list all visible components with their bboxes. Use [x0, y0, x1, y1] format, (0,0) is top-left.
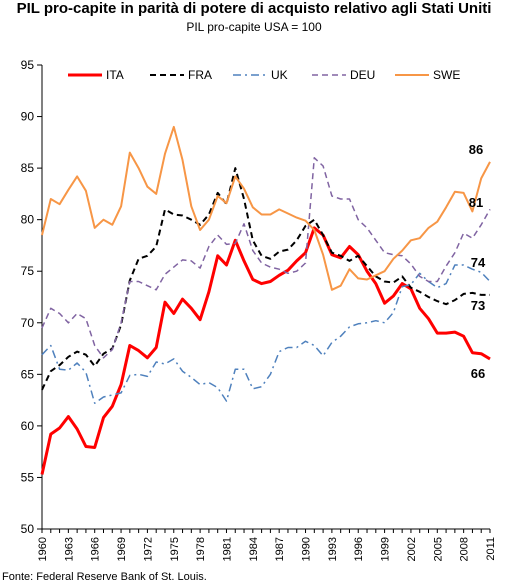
y-tick-label: 65	[21, 367, 35, 381]
x-tick-label: 1969	[116, 537, 128, 561]
y-tick-label: 75	[21, 264, 35, 278]
x-tick-label: 1996	[353, 537, 365, 561]
series-line-uk	[41, 264, 491, 404]
legend-label-swe: SWE	[433, 68, 460, 82]
series-line-ita	[40, 226, 491, 475]
x-tick-label: 1960	[37, 537, 49, 561]
x-tick-label: 1981	[221, 537, 233, 561]
x-tick-label: 1978	[195, 537, 207, 561]
y-tick-label: 70	[21, 316, 35, 330]
x-tick-label: 1963	[63, 537, 75, 561]
x-tick-label: 1987	[274, 537, 286, 561]
x-tick-label: 2005	[432, 537, 444, 561]
y-tick-label: 90	[21, 110, 35, 124]
x-tick-label: 1990	[301, 537, 313, 561]
y-tick-label: 55	[21, 470, 35, 484]
series-line-swe	[41, 125, 491, 291]
x-tick-label: 1993	[327, 537, 339, 561]
legend-label-deu: DEU	[350, 68, 375, 82]
legend-label-fra: FRA	[188, 68, 212, 82]
series-line-deu	[41, 157, 491, 359]
chart-title: PIL pro-capite in parità di potere di ac…	[16, 0, 492, 17]
x-tick-label: 2008	[459, 537, 471, 561]
end-label-swe: 86	[469, 142, 483, 157]
y-tick-label: 85	[21, 161, 35, 175]
series-line-fra	[41, 167, 490, 391]
x-tick-label: 2002	[406, 537, 418, 561]
x-tick-label: 1984	[248, 537, 260, 561]
x-tick-label: 1966	[90, 537, 102, 561]
legend-label-ita: ITA	[106, 68, 124, 82]
x-tick-label: 1975	[169, 537, 181, 561]
y-tick-label: 50	[21, 522, 35, 536]
end-label-ita: 66	[471, 366, 485, 381]
chart-subtitle: PIL pro-capite USA = 100	[186, 20, 322, 34]
end-label-deu: 81	[469, 195, 483, 210]
end-label-fra: 73	[471, 298, 485, 313]
y-tick-label: 95	[21, 58, 35, 72]
y-tick-label: 80	[21, 213, 35, 227]
x-tick-label: 2011	[485, 537, 497, 561]
y-tick-label: 60	[21, 419, 35, 433]
legend-label-uk: UK	[271, 68, 288, 82]
source-note: Fonte: Federal Reserve Bank of St. Louis…	[2, 571, 207, 583]
x-tick-label: 1972	[142, 537, 154, 561]
x-tick-label: 1999	[380, 537, 392, 561]
end-label-uk: 74	[471, 255, 486, 270]
